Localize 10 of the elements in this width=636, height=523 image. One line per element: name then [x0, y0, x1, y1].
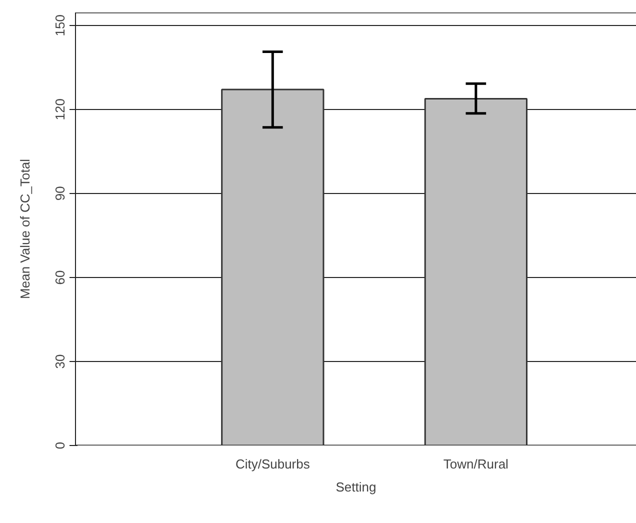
x-tick-label: City/Suburbs: [235, 456, 310, 472]
x-axis-title: Setting: [336, 480, 376, 494]
y-tick-label: 90: [52, 186, 68, 201]
y-tick-label: 30: [52, 354, 68, 369]
y-tick-label: 150: [52, 14, 68, 36]
y-tick-label: 120: [52, 98, 68, 120]
y-tick-label: 60: [52, 270, 68, 285]
y-axis-title: Mean Value of CC_Total: [18, 158, 32, 299]
y-tick-label: 0: [52, 442, 68, 450]
x-tick-label: Town/Rural: [443, 456, 509, 472]
